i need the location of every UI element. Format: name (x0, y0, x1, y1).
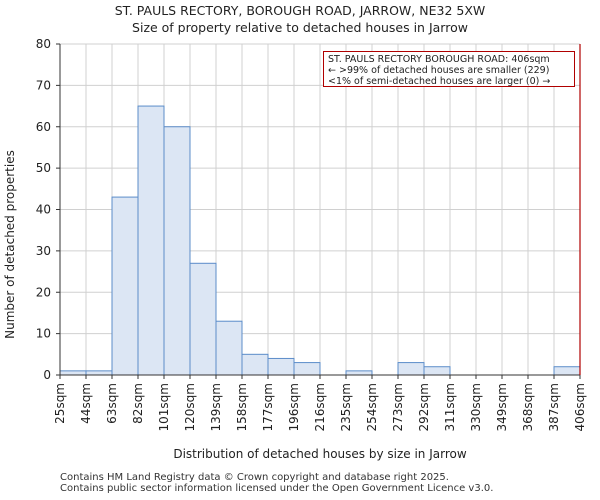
annotation-box: ST. PAULS RECTORY BOROUGH ROAD: 406sqm ←… (323, 51, 575, 87)
x-tick-label: 101sqm (157, 383, 171, 431)
annotation-line-3: <1% of semi-detached houses are larger (… (328, 76, 551, 87)
y-axis-title: Number of detached properties (3, 150, 17, 339)
histogram-bar (215, 320, 243, 376)
y-tick-label: 60 (36, 120, 51, 134)
histogram-bar (111, 196, 139, 376)
x-tick-label: 44sqm (79, 383, 93, 424)
y-tick-label: 70 (36, 78, 51, 92)
y-tick-label: 80 (36, 37, 51, 51)
x-tick-label: 254sqm (365, 383, 379, 431)
chart-subtitle: Size of property relative to detached ho… (132, 20, 468, 35)
x-tick-label: 196sqm (287, 383, 301, 431)
x-tick-label: 158sqm (235, 383, 249, 431)
x-tick-label: 292sqm (417, 383, 431, 431)
x-tick-label: 25sqm (53, 383, 67, 424)
annotation-line-1: ST. PAULS RECTORY BOROUGH ROAD: 406sqm (328, 54, 550, 65)
y-tick-label: 50 (36, 161, 51, 175)
x-tick-label: 235sqm (339, 383, 353, 431)
x-tick-label: 139sqm (209, 383, 223, 431)
x-tick-label: 63sqm (105, 383, 119, 424)
chart-title: ST. PAULS RECTORY, BOROUGH ROAD, JARROW,… (114, 3, 486, 18)
y-tick-label: 20 (36, 285, 51, 299)
footer-copyright: Contains HM Land Registry data © Crown c… (60, 472, 449, 483)
histogram-bar (345, 370, 373, 376)
histogram-bar (137, 105, 165, 376)
annotation-line-2: ← >99% of detached houses are smaller (2… (328, 65, 550, 76)
x-tick-label: 216sqm (313, 383, 327, 431)
x-tick-label: 330sqm (469, 383, 483, 431)
histogram-bar (267, 357, 295, 376)
x-tick-label: 311sqm (443, 383, 457, 431)
x-axis-title: Distribution of detached houses by size … (173, 447, 467, 461)
histogram-bar (293, 362, 321, 376)
y-tick-label: 0 (43, 368, 51, 382)
histogram-bar (163, 126, 191, 376)
histogram-bar (241, 353, 269, 376)
x-tick-label: 387sqm (547, 383, 561, 431)
footer-licence: Contains public sector information licen… (60, 483, 494, 494)
histogram-bar (189, 262, 217, 376)
x-tick-label: 349sqm (495, 383, 509, 431)
histogram-bar (397, 362, 425, 376)
x-tick-label: 120sqm (183, 383, 197, 431)
x-tick-label: 406sqm (573, 383, 587, 431)
y-tick-label: 10 (36, 327, 51, 341)
histogram-bar (423, 366, 451, 376)
x-tick-label: 177sqm (261, 383, 275, 431)
x-tick-label: 82sqm (131, 383, 145, 424)
y-tick-label: 40 (36, 203, 51, 217)
histogram-bar (553, 366, 581, 376)
y-tick-label: 30 (36, 244, 51, 258)
histogram-bar (59, 370, 87, 376)
x-tick-label: 368sqm (521, 383, 535, 431)
histogram-bar (85, 370, 113, 376)
x-tick-label: 273sqm (391, 383, 405, 431)
